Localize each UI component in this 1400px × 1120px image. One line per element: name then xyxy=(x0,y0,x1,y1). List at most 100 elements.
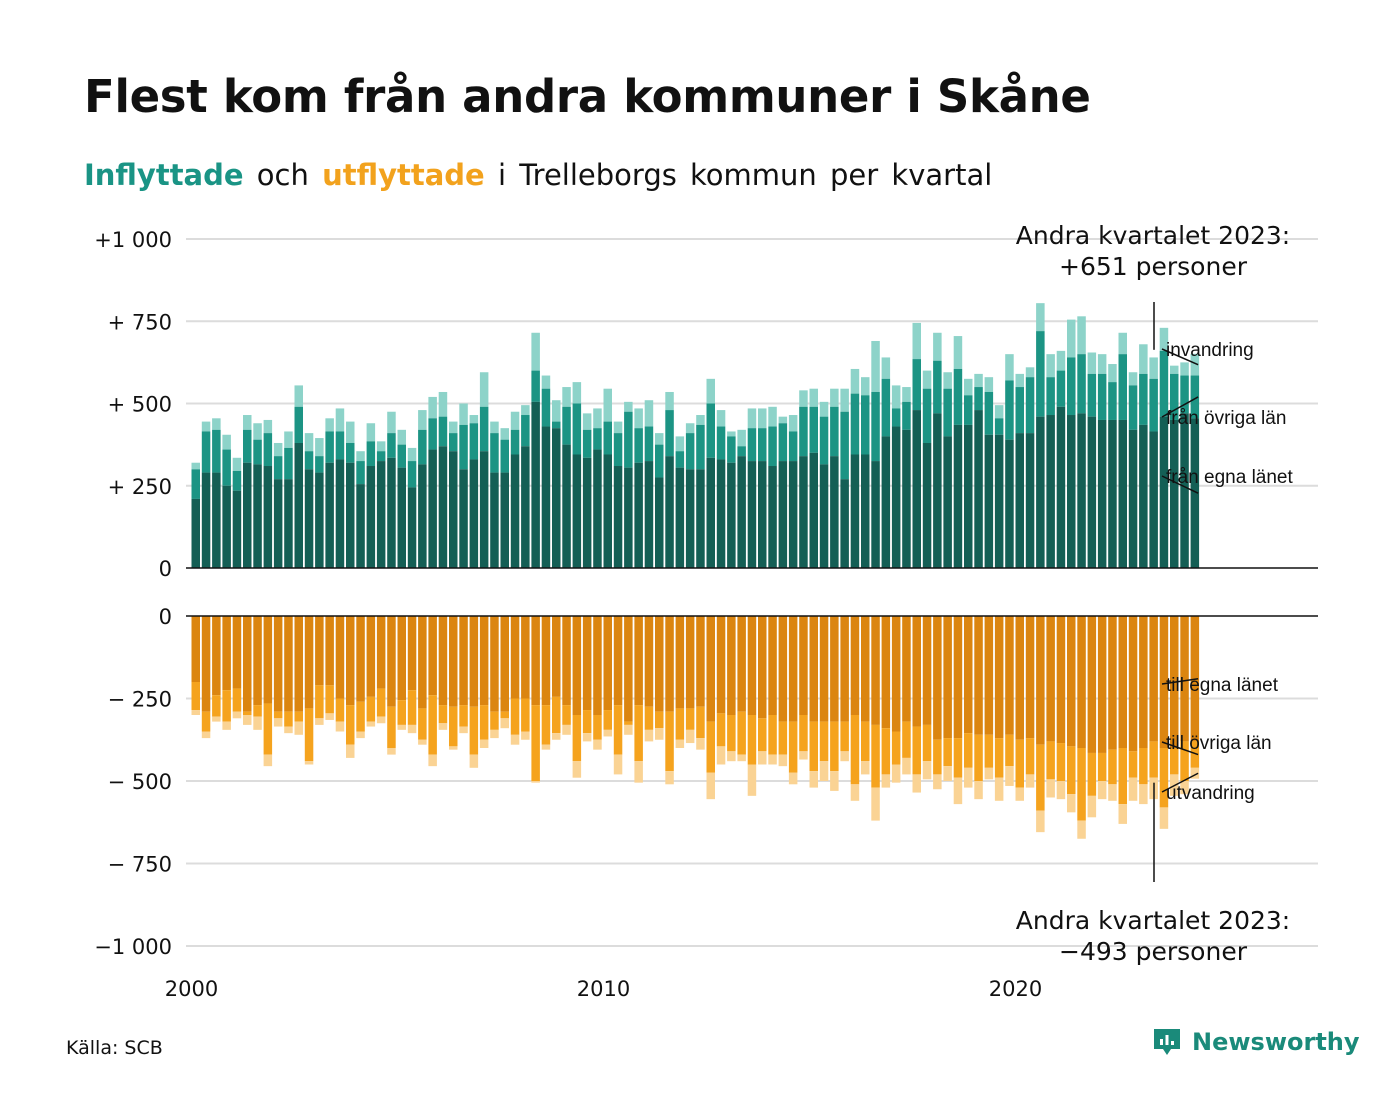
bar-in-egna-lanet xyxy=(716,459,726,568)
bar-in-invandring xyxy=(294,385,303,407)
bar-in-invandring xyxy=(263,419,273,434)
bar-out-utvandring xyxy=(634,761,643,783)
bar-in-egna-lanet xyxy=(397,467,406,568)
segment-leader-line xyxy=(1161,741,1199,756)
bar-in-ovriga-lan xyxy=(891,408,901,427)
bar-out-ovriga-lan xyxy=(273,711,283,719)
bar-out-ovriga-lan xyxy=(490,711,499,730)
bar-out-utvandring xyxy=(1077,820,1086,839)
bar-in-egna-lanet xyxy=(469,459,479,568)
bar-out-ovriga-lan xyxy=(1108,749,1117,785)
bar-out-ovriga-lan xyxy=(1005,734,1014,767)
bar-out-ovriga-lan xyxy=(747,715,757,765)
bar-out-egna-lanet xyxy=(613,616,623,706)
bar-out-utvandring xyxy=(902,757,911,775)
bar-in-egna-lanet xyxy=(273,479,283,568)
bar-in-egna-lanet xyxy=(1108,419,1117,568)
bar-in-ovriga-lan xyxy=(1118,354,1127,420)
bar-out-ovriga-lan xyxy=(706,721,715,773)
bar-out-egna-lanet xyxy=(201,616,211,712)
bar-out-ovriga-lan xyxy=(624,721,633,725)
bar-out-utvandring xyxy=(933,774,942,790)
bar-in-ovriga-lan xyxy=(356,461,365,485)
bar-in-egna-lanet xyxy=(974,410,983,568)
bar-in-egna-lanet xyxy=(366,466,376,568)
bar-out-ovriga-lan xyxy=(593,715,602,740)
brand-logo: Newsworthy xyxy=(1152,1027,1360,1057)
bar-out-egna-lanet xyxy=(459,616,468,706)
bar-out-egna-lanet xyxy=(1005,616,1014,735)
bar-out-egna-lanet xyxy=(758,616,767,719)
bar-in-invandring xyxy=(500,428,509,440)
bar-out-ovriga-lan xyxy=(716,713,726,747)
bar-in-ovriga-lan xyxy=(1015,387,1024,434)
bar-out-ovriga-lan xyxy=(1067,746,1076,795)
bar-in-invandring xyxy=(727,431,736,437)
bar-out-utvandring xyxy=(809,771,818,788)
segment-label-out: till egna länet xyxy=(1166,675,1279,696)
bar-out-ovriga-lan xyxy=(232,688,242,712)
bar-out-utvandring xyxy=(727,751,736,762)
brand-name: Newsworthy xyxy=(1192,1028,1360,1056)
bar-in-egna-lanet xyxy=(1087,416,1097,568)
bar-out-egna-lanet xyxy=(737,616,746,712)
bar-out-egna-lanet xyxy=(284,616,293,712)
bar-out-egna-lanet xyxy=(984,616,994,735)
x-tick-label: 2020 xyxy=(989,977,1042,1001)
bar-in-egna-lanet xyxy=(788,461,798,568)
bar-in-ovriga-lan xyxy=(1025,377,1035,434)
bar-out-utvandring xyxy=(366,721,376,727)
bar-in-egna-lanet xyxy=(685,469,695,568)
bar-out-ovriga-lan xyxy=(449,706,458,747)
bar-in-invandring xyxy=(232,457,242,471)
bar-out-egna-lanet xyxy=(397,616,406,701)
bar-out-ovriga-lan xyxy=(191,682,200,711)
bar-out-utvandring xyxy=(994,777,1004,801)
bar-in-ovriga-lan xyxy=(325,431,334,463)
bar-in-ovriga-lan xyxy=(964,395,973,425)
bar-out-utvandring xyxy=(222,721,231,730)
bar-in-ovriga-lan xyxy=(1108,382,1117,420)
bar-in-invandring xyxy=(521,405,530,416)
bar-out-egna-lanet xyxy=(1036,616,1045,745)
bar-in-ovriga-lan xyxy=(294,406,303,443)
bar-out-egna-lanet xyxy=(582,616,592,711)
bar-out-utvandring xyxy=(418,739,427,745)
bar-in-egna-lanet xyxy=(747,461,757,568)
segment-label-out: utvandring xyxy=(1166,783,1255,804)
bar-out-ovriga-lan xyxy=(541,705,551,745)
bar-in-invandring xyxy=(758,408,767,429)
bar-in-invandring xyxy=(1118,332,1127,355)
bar-in-egna-lanet xyxy=(510,454,520,568)
bar-out-egna-lanet xyxy=(418,616,427,709)
bar-in-egna-lanet xyxy=(922,442,932,568)
bar-in-egna-lanet xyxy=(428,449,437,568)
bar-out-utvandring xyxy=(397,724,406,730)
bar-out-utvandring xyxy=(881,774,891,788)
bar-in-invandring xyxy=(459,403,468,425)
bar-in-egna-lanet xyxy=(1170,419,1179,568)
bar-out-egna-lanet xyxy=(356,616,365,702)
bar-in-invandring xyxy=(1159,327,1169,351)
bar-in-ovriga-lan xyxy=(273,456,283,480)
bar-in-invandring xyxy=(850,368,860,394)
bar-out-egna-lanet xyxy=(768,616,777,715)
bar-out-utvandring xyxy=(655,728,664,740)
bar-out-egna-lanet xyxy=(222,616,231,691)
bar-in-egna-lanet xyxy=(325,462,334,568)
bar-in-invandring xyxy=(366,423,376,442)
bar-in-ovriga-lan xyxy=(830,406,839,457)
bar-out-egna-lanet xyxy=(232,616,242,689)
bar-in-ovriga-lan xyxy=(449,433,458,452)
bar-in-egna-lanet xyxy=(541,426,551,568)
bar-out-egna-lanet xyxy=(819,616,829,722)
bar-in-egna-lanet xyxy=(830,456,839,568)
latest-quarter-annotations: Andra kvartalet 2023:+651 personerAndra … xyxy=(1016,221,1290,966)
bar-out-ovriga-lan xyxy=(1025,738,1035,775)
bar-out-ovriga-lan xyxy=(1046,741,1055,780)
bar-in-invandring xyxy=(531,332,540,371)
bar-out-egna-lanet xyxy=(1025,616,1035,739)
bar-in-ovriga-lan xyxy=(428,418,437,450)
bar-in-egna-lanet xyxy=(675,467,685,568)
bar-in-invandring xyxy=(984,377,994,392)
